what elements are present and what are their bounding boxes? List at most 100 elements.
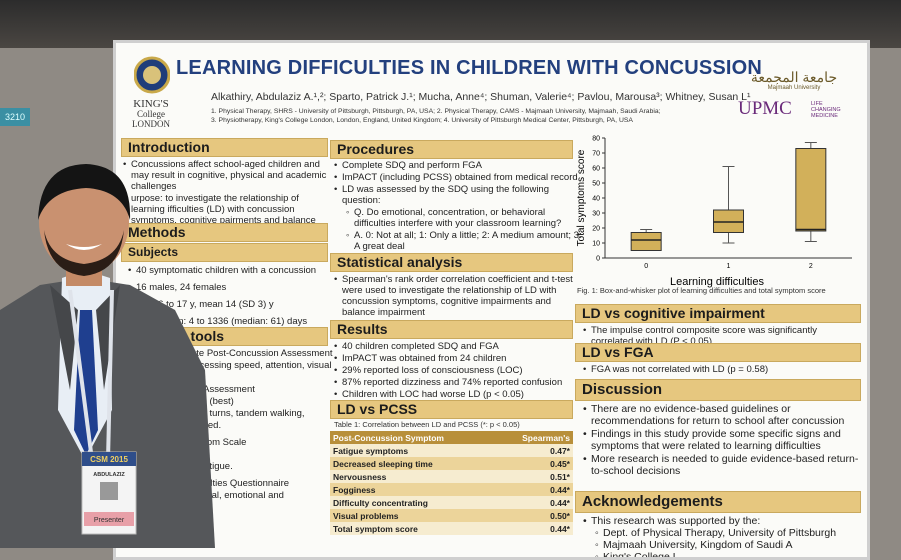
lapel [50, 285, 120, 390]
table-cell: Nervousness [330, 470, 497, 483]
list-item: Spearman's rank order correlation coeffi… [334, 274, 580, 318]
section-heading: Statistical analysis [330, 253, 573, 272]
list-item: King's College L [595, 552, 867, 558]
box [630, 232, 662, 251]
lanyard [106, 289, 114, 461]
logo-text: LIFE [811, 101, 823, 107]
majmaah-logo: جامعة المجمعة Majmaah University [744, 51, 844, 91]
list-item: Children with LOC had worse LD (p < 0.05… [334, 389, 580, 400]
box [795, 148, 827, 232]
cognitive-list: The impulse control composite score was … [581, 325, 861, 348]
section-heading: Subjects [121, 243, 328, 262]
y-tick-label: 50 [592, 181, 600, 188]
table-row: Visual problems 0.50* [330, 509, 573, 522]
table-cell: Difficulty concentrating [330, 496, 497, 509]
affiliation: 1. Physical Therapy, SHRS - University o… [211, 108, 661, 115]
list-item: LD was assessed by the SDQ using the fol… [334, 184, 580, 206]
list-item: ImPACT (including PCSS) obtained from me… [334, 172, 580, 183]
list-item: Concussions affect school-aged children … [123, 159, 331, 192]
section-heading: LD vs cognitive impairment [575, 304, 861, 323]
logo-text: LONDON [132, 119, 170, 129]
ack-sublist: Dept. of Physical Therapy, University of… [581, 528, 867, 558]
procedures-list: Complete SDQ and perform FGA ImPACT (inc… [332, 160, 580, 207]
section-heading: LD vs FGA [575, 343, 861, 362]
y-tick-label: 10 [592, 241, 600, 248]
table-row: Decreased sleeping time 0.45* [330, 457, 573, 470]
kings-logo: KING'S College LONDON [126, 98, 176, 130]
table-header: Post-Concussion Symptom Spearman's [330, 431, 573, 444]
table-cell: 0.50* [496, 509, 573, 522]
table-cell: 0.45* [496, 457, 573, 470]
statistics-list: Spearman's rank order correlation coeffi… [332, 274, 580, 319]
logo-text: College [137, 109, 165, 119]
pcss-table: Post-Concussion Symptom Spearman's Fatig… [330, 431, 573, 535]
ribbon [84, 512, 134, 526]
section-heading: Acknowledgements [575, 491, 861, 513]
section-heading: LD vs PCSS [330, 400, 573, 419]
fga-list: FGA was not correlated with LD (p = 0.58… [581, 364, 861, 376]
table-cell: 0.47* [496, 444, 573, 457]
figure-caption: Fig. 1: Box-and-whisker plot of learning… [577, 286, 826, 295]
logo-text: CHANGING [811, 107, 841, 113]
x-axis-label: Learning difficulties [670, 276, 764, 288]
affiliations: 1. Physical Therapy, SHRS - University o… [211, 107, 661, 125]
list-item: FGA was not correlated with LD (p = 0.58… [583, 364, 861, 375]
list-item: The impulse control composite score was … [583, 325, 861, 347]
ack-list: This research was supported by the: [581, 515, 861, 528]
authors: Alkathiry, Abdulaziz A.¹,²; Sparto, Patr… [211, 91, 751, 103]
list-item: More research is needed to guide evidenc… [583, 453, 861, 477]
list-item: 87% reported dizziness and 74% reported … [334, 377, 580, 388]
x-tick-label: 1 [727, 263, 731, 270]
list-item: Findings in this study provide some spec… [583, 428, 861, 452]
table-row: Difficulty concentrating 0.44* [330, 496, 573, 509]
pitt-seal [134, 56, 170, 94]
logo-text: Majmaah University [767, 85, 821, 91]
badge-event: CSM 2015 [90, 455, 128, 464]
list-item: Complete SDQ and perform FGA [334, 160, 580, 171]
badge-role: Presenter [94, 517, 125, 524]
y-tick-label: 30 [592, 211, 600, 218]
tie [74, 310, 98, 455]
hair [38, 164, 131, 220]
y-tick-label: 20 [592, 226, 600, 233]
presenter-photo: CSM 2015 ABDULAZIZ Presenter [0, 164, 215, 548]
y-tick-label: 40 [592, 196, 600, 203]
table-row: Nervousness 0.51* [330, 470, 573, 483]
table-cell: Fogginess [330, 483, 497, 496]
logo-text: MEDICINE [811, 113, 838, 119]
badge-band [82, 452, 136, 466]
list-item: Dept. of Physical Therapy, University of… [595, 528, 867, 540]
section-heading: Procedures [330, 140, 573, 159]
table-cell: Visual problems [330, 509, 497, 522]
table-cell: 0.51* [496, 470, 573, 483]
upmc-tagline: LIFE CHANGING MEDICINE [811, 101, 841, 119]
booth-sign: 3210 [0, 108, 30, 126]
affiliation: 3. Physiotherapy, King's College London,… [211, 117, 633, 124]
list-item: This research was supported by the: [583, 515, 861, 527]
table-body: Post-Concussion Symptom Spearman's Fatig… [330, 431, 573, 535]
table-cell: 0.44* [496, 496, 573, 509]
list-item: ImPACT was obtained from 24 children [334, 353, 580, 364]
procedures-sublist: Q. Do emotional, concentration, or behav… [332, 207, 584, 253]
section-heading: Discussion [575, 379, 861, 401]
table-cell: Total symptom score [330, 522, 497, 535]
list-item: There are no evidence-based guidelines o… [583, 403, 861, 427]
header-cell: Spearman's [496, 431, 573, 444]
box-plot: Total symptoms score Learning difficulti… [576, 136, 852, 288]
section-heading: Results [330, 320, 573, 339]
list-item: Q. Do emotional, concentration, or behav… [346, 207, 584, 229]
y-tick-label: 80 [592, 136, 600, 143]
table-cell: 0.44* [496, 522, 573, 535]
y-axis-label: Total symptoms score [576, 149, 587, 246]
table-caption: Table 1: Correlation between LD and PCSS… [334, 420, 520, 429]
beard [44, 230, 124, 276]
smile [66, 244, 102, 250]
list-item: Majmaah University, Kingdom of Saudi A [595, 540, 867, 552]
list-item: 40 children completed SDQ and FGA [334, 341, 580, 352]
list-item: A. 0: Not at all; 1: Only a little; 2: A… [346, 230, 584, 252]
list-item: 29% reported loss of consciousness (LOC) [334, 365, 580, 376]
section-heading: Introduction [121, 138, 328, 157]
logo-text: KING'S [133, 98, 169, 110]
logo-text: جامعة المجمعة [750, 69, 838, 85]
table-row: Total symptom score 0.44* [330, 522, 573, 535]
